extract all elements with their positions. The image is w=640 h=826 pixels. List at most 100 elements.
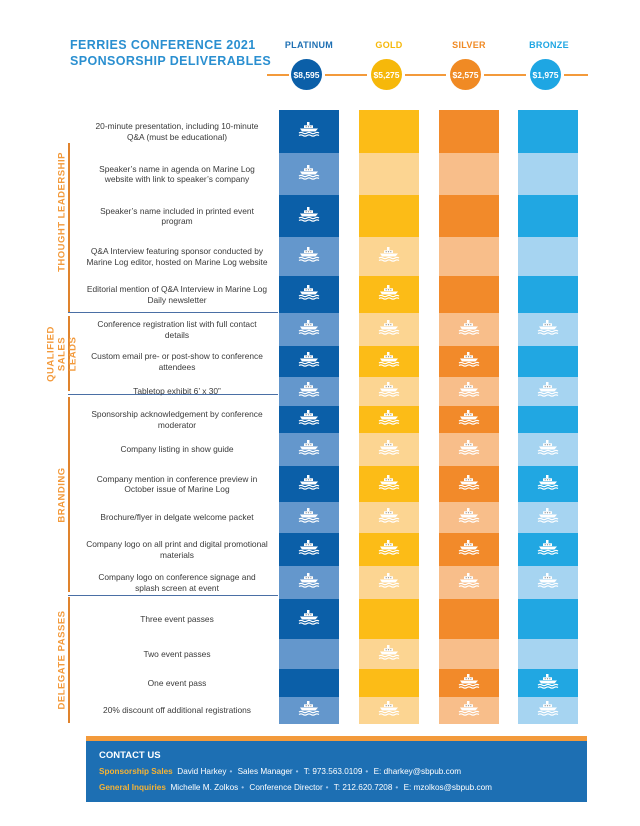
- deliverable-cell: [439, 406, 499, 433]
- deliverable-cell: [439, 466, 499, 502]
- ferry-icon: [298, 439, 320, 460]
- deliverable-cell: [518, 566, 578, 599]
- ferry-icon: [537, 700, 559, 721]
- category-branding: BRANDING: [56, 467, 68, 523]
- deliverable-cell: [518, 195, 578, 237]
- deliverable-cell: [279, 237, 339, 276]
- deliverable-cell: [439, 639, 499, 669]
- category-bracket: [68, 597, 70, 723]
- deliverable-cell: [518, 153, 578, 195]
- deliverable-label: Q&A Interview featuring sponsor conducte…: [86, 246, 268, 267]
- deliverable-cell: [359, 313, 419, 346]
- deliverable-cell: [439, 669, 499, 697]
- ferry-icon: [537, 539, 559, 560]
- deliverable-cell: [279, 313, 339, 346]
- ferry-icon: [537, 673, 559, 694]
- sales-contact: Sponsorship Sales David Harkey • Sales Ma…: [99, 767, 462, 776]
- ferry-icon: [458, 474, 480, 495]
- deliverable-cell: [518, 406, 578, 433]
- deliverable-cell: [279, 195, 339, 237]
- deliverable-cell: [359, 276, 419, 313]
- tier-price-badge-silver: $2,575: [450, 59, 481, 90]
- deliverable-label: Editorial mention of Q&A Interview in Ma…: [86, 284, 268, 305]
- deliverable-cell: [279, 466, 339, 502]
- deliverable-cell: [518, 466, 578, 502]
- general-contact-role: Conference Director: [249, 783, 323, 792]
- header-divider: [405, 74, 446, 76]
- deliverable-label: Speaker’s name included in printed event…: [100, 205, 254, 226]
- header-divider: [484, 74, 526, 76]
- deliverable-label: Sponsorship acknowledgement by conferenc…: [91, 409, 263, 430]
- deliverable-label: Two event passes: [143, 648, 211, 659]
- ferry-icon: [458, 572, 480, 593]
- general-contact-email[interactable]: E: mzolkos@sbpub.com: [403, 783, 492, 792]
- deliverable-cell: [359, 195, 419, 237]
- category-bracket: [68, 397, 70, 592]
- tier-column-silver: [439, 110, 499, 724]
- category-bracket: [68, 316, 70, 391]
- ferry-icon: [298, 381, 320, 402]
- tier-column-platinum: [279, 110, 339, 724]
- deliverable-cell: [359, 433, 419, 466]
- deliverable-cell: [279, 433, 339, 466]
- deliverable-cell: [279, 669, 339, 697]
- deliverable-cell: [359, 639, 419, 669]
- deliverable-cell: [279, 110, 339, 153]
- page-title: FERRIES CONFERENCE 2021 SPONSORSHIP DELI…: [70, 37, 271, 69]
- ferry-icon: [378, 381, 400, 402]
- contact-footer: CONTACT US Sponsorship Sales David Harke…: [86, 741, 587, 802]
- header-divider: [564, 74, 588, 76]
- ferry-icon: [537, 319, 559, 340]
- ferry-icon: [537, 507, 559, 528]
- ferry-icon: [298, 474, 320, 495]
- deliverable-cell: [439, 377, 499, 406]
- category-bracket: [68, 143, 70, 312]
- ferry-icon: [378, 539, 400, 560]
- general-contact-phone: T: 212.620.7208: [333, 783, 393, 792]
- ferry-icon: [378, 572, 400, 593]
- deliverable-cell: [359, 466, 419, 502]
- deliverable-cell: [439, 566, 499, 599]
- deliverable-cell: [279, 566, 339, 599]
- ferry-icon: [458, 539, 480, 560]
- deliverable-label: Three event passes: [140, 613, 214, 624]
- ferry-icon: [298, 409, 320, 430]
- deliverable-cell: [439, 110, 499, 153]
- category-separator: [68, 312, 278, 313]
- deliverable-cell: [359, 502, 419, 533]
- deliverable-cell: [359, 153, 419, 195]
- ferry-icon: [298, 539, 320, 560]
- deliverable-cell: [518, 346, 578, 377]
- deliverable-label: Conference registration list with full c…: [97, 319, 257, 340]
- deliverable-cell: [439, 153, 499, 195]
- ferry-icon: [298, 319, 320, 340]
- deliverable-cell: [439, 237, 499, 276]
- deliverable-cell: [279, 276, 339, 313]
- deliverable-label: Brochure/flyer in delgate welcome packet: [100, 512, 254, 523]
- deliverable-cell: [439, 346, 499, 377]
- deliverable-label: 20% discount off additional registration…: [103, 705, 251, 716]
- sales-contact-label: Sponsorship Sales: [99, 767, 173, 776]
- sales-contact-email[interactable]: E: dharkey@sbpub.com: [373, 767, 462, 776]
- deliverable-cell: [359, 697, 419, 724]
- deliverable-label: Company logo on conference signage and s…: [98, 572, 256, 593]
- deliverable-cell: [359, 533, 419, 566]
- ferry-icon: [458, 439, 480, 460]
- ferry-icon: [298, 507, 320, 528]
- ferry-icon: [378, 507, 400, 528]
- category-delegate-passes: DELEGATE PASSES: [56, 610, 68, 710]
- sales-contact-role: Sales Manager: [237, 767, 293, 776]
- deliverable-cell: [279, 406, 339, 433]
- deliverable-cell: [439, 433, 499, 466]
- ferry-icon: [458, 409, 480, 430]
- category-separator: [68, 595, 278, 596]
- tier-column-bronze: [518, 110, 578, 724]
- tier-price-badge-bronze: $1,975: [530, 59, 561, 90]
- deliverable-cell: [518, 110, 578, 153]
- tier-name-silver: SILVER: [452, 40, 486, 50]
- ferry-icon: [378, 409, 400, 430]
- deliverable-cell: [279, 377, 339, 406]
- deliverable-cell: [518, 533, 578, 566]
- deliverable-cell: [518, 502, 578, 533]
- deliverable-label: 20-minute presentation, including 10-min…: [95, 121, 259, 142]
